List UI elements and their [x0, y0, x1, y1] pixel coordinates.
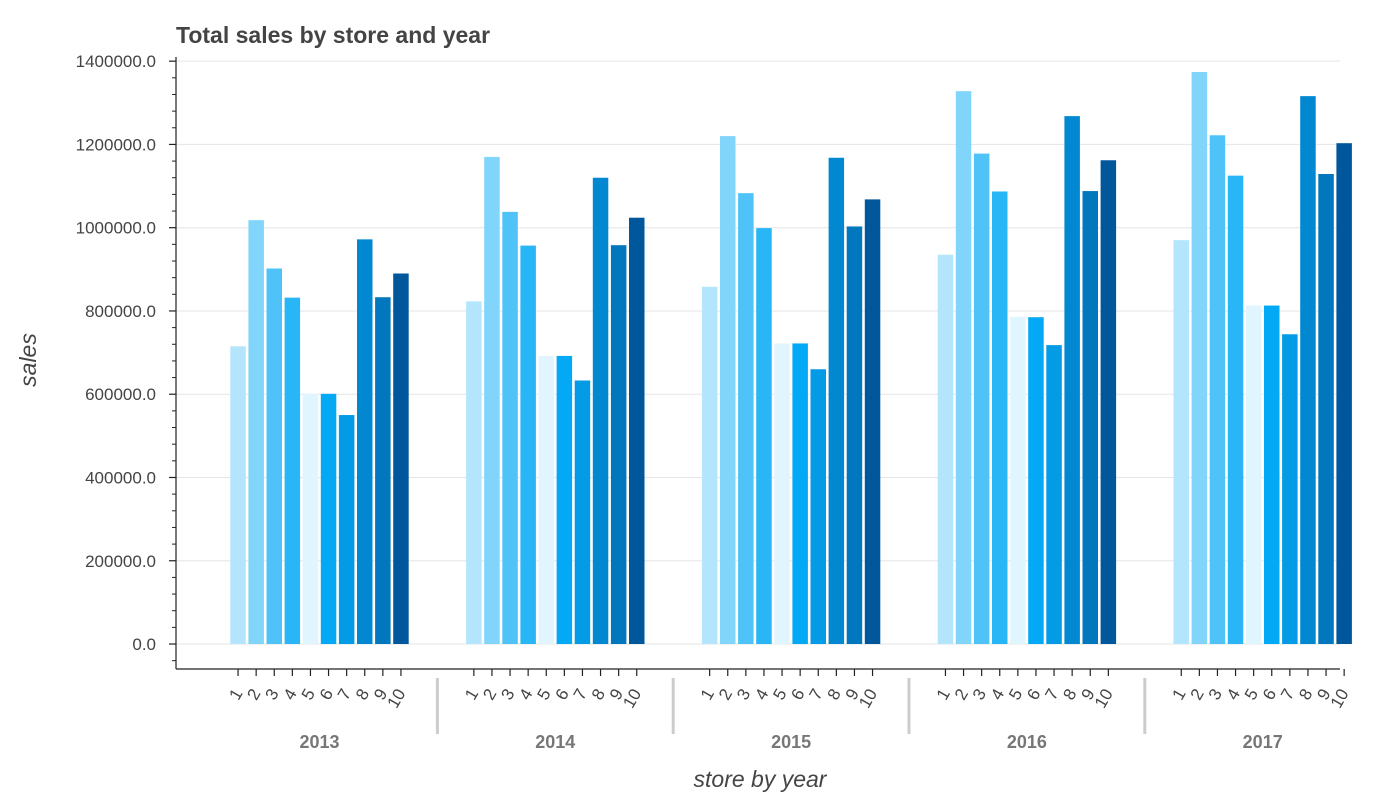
- bar: [955, 91, 972, 645]
- bar: [1046, 345, 1062, 645]
- bar: [338, 415, 355, 645]
- x-tick-label: 10: [855, 686, 881, 712]
- x-tick-label: 10: [1091, 686, 1117, 712]
- y-tick-label: 400000.0: [85, 468, 156, 487]
- y-tick-label: 1000000.0: [76, 219, 156, 238]
- bar: [1282, 334, 1298, 645]
- bar: [248, 220, 264, 645]
- bar: [1245, 305, 1262, 645]
- bar: [466, 301, 482, 645]
- bar: [1100, 160, 1117, 645]
- axes: 0.0 200000.0 400000.0 600000.0 800000.0 10000…: [76, 52, 1353, 752]
- bar: [738, 193, 754, 645]
- bar: [484, 156, 500, 645]
- y-tick-label: 200000.0: [85, 552, 156, 571]
- bar: [792, 343, 808, 645]
- bar: [629, 217, 645, 645]
- y-tick-label: 0.0: [132, 635, 156, 654]
- y-tick-label: 800000.0: [85, 302, 156, 321]
- x-tick-label: 10: [383, 686, 409, 712]
- bar: [1336, 143, 1352, 645]
- bar: [320, 393, 337, 645]
- bar: [1028, 317, 1044, 645]
- bar: [1191, 71, 1208, 645]
- bar: [1227, 175, 1244, 645]
- bar: [1209, 135, 1226, 645]
- chart-title: Total sales by store and year: [176, 22, 490, 48]
- bar: [520, 245, 536, 645]
- y-axis-title: sales: [15, 333, 41, 387]
- bar: [1318, 173, 1334, 645]
- year-label: 2017: [1243, 732, 1283, 752]
- x-tick-label: 10: [619, 686, 645, 712]
- year-label: 2013: [299, 732, 339, 752]
- bar: [574, 380, 591, 645]
- bar: [720, 136, 736, 645]
- y-tick-label: 1400000.0: [76, 52, 156, 71]
- year-label: 2016: [1007, 732, 1047, 752]
- x-tick-label: 10: [1327, 686, 1353, 712]
- bar: [810, 369, 826, 645]
- year-label: 2015: [771, 732, 811, 752]
- x-axis-title: store by year: [694, 766, 828, 792]
- bar: [393, 273, 409, 645]
- bar: [538, 355, 554, 645]
- bar: [992, 191, 1008, 645]
- bar: [1064, 116, 1080, 645]
- year-label: 2014: [535, 732, 575, 752]
- y-tick-label: 600000.0: [85, 385, 156, 404]
- bar: [357, 239, 373, 645]
- bar: [774, 343, 790, 645]
- bar: [375, 297, 391, 645]
- bar: [592, 177, 609, 645]
- bar: [266, 268, 282, 645]
- bar: [846, 226, 863, 645]
- bar: [1082, 191, 1098, 645]
- bar: [973, 153, 990, 645]
- bar: [230, 346, 246, 645]
- bar: [610, 245, 627, 645]
- bars: [230, 71, 1352, 645]
- bar: [864, 199, 881, 645]
- bar: [1264, 305, 1280, 645]
- bar: [302, 393, 319, 645]
- bar: [828, 157, 845, 645]
- bar: [937, 254, 954, 645]
- bar: [1010, 316, 1026, 645]
- bar: [701, 286, 718, 645]
- bar: [1300, 96, 1316, 645]
- bar: [502, 211, 518, 645]
- bar: [1173, 240, 1189, 645]
- bar: [284, 297, 301, 645]
- bar: [756, 228, 772, 645]
- y-tick-label: 1200000.0: [76, 135, 156, 154]
- bar: [556, 355, 573, 645]
